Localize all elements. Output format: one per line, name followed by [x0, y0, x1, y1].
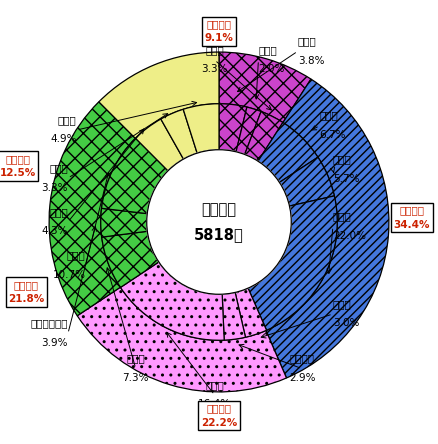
- Wedge shape: [266, 79, 389, 378]
- Text: 鹿行地域
9.1%: 鹿行地域 9.1%: [205, 20, 233, 44]
- Text: 土浦市: 土浦市: [333, 299, 352, 309]
- Wedge shape: [102, 138, 168, 214]
- Text: 笠間市: 笠間市: [49, 163, 68, 173]
- Text: 6.7%: 6.7%: [320, 130, 346, 140]
- Wedge shape: [161, 109, 197, 159]
- Text: その他: その他: [205, 380, 224, 390]
- Text: 16.4%: 16.4%: [198, 400, 231, 409]
- Wedge shape: [135, 119, 184, 171]
- Text: 4.9%: 4.9%: [50, 135, 77, 144]
- Wedge shape: [101, 208, 147, 237]
- Wedge shape: [222, 293, 245, 340]
- Wedge shape: [102, 231, 159, 287]
- Wedge shape: [258, 123, 318, 182]
- Text: 3.0%: 3.0%: [333, 318, 359, 329]
- Text: つくば市: つくば市: [290, 353, 315, 364]
- Circle shape: [147, 150, 291, 294]
- Text: 2.9%: 2.9%: [289, 373, 315, 383]
- Text: 2.0%: 2.0%: [258, 64, 285, 74]
- Wedge shape: [183, 104, 219, 153]
- Text: 日立市: 日立市: [127, 353, 145, 364]
- Text: 22.0%: 22.0%: [333, 231, 366, 241]
- Wedge shape: [248, 196, 337, 330]
- Text: 行方市: 行方市: [258, 45, 277, 55]
- Text: 県北地域
21.8%: 県北地域 21.8%: [8, 280, 44, 304]
- Wedge shape: [77, 287, 286, 392]
- Wedge shape: [99, 52, 219, 139]
- Text: 3.8%: 3.8%: [298, 56, 325, 66]
- Text: 3.9%: 3.9%: [41, 338, 68, 348]
- Wedge shape: [245, 111, 283, 161]
- Text: 県央地域
12.5%: 県央地域 12.5%: [0, 154, 35, 178]
- Wedge shape: [279, 157, 334, 206]
- Text: その他: その他: [333, 211, 352, 221]
- Wedge shape: [219, 104, 247, 152]
- Text: 神栖市: 神栖市: [205, 45, 224, 55]
- Wedge shape: [236, 107, 261, 155]
- Text: 5818所: 5818所: [194, 228, 244, 242]
- Text: 水戸市: 水戸市: [49, 207, 68, 217]
- Text: 古河市: 古河市: [320, 111, 339, 120]
- Text: その他: その他: [298, 36, 317, 46]
- Text: ひたちなか市: ひたちなか市: [30, 318, 68, 329]
- Text: 筑西市: 筑西市: [333, 154, 352, 164]
- Text: 事業所数: 事業所数: [201, 202, 237, 217]
- Text: 県西地域
34.4%: 県西地域 34.4%: [393, 206, 430, 230]
- Wedge shape: [219, 52, 311, 123]
- Text: その他: その他: [67, 250, 85, 261]
- Text: その他: その他: [58, 115, 77, 125]
- Text: 10.7%: 10.7%: [53, 270, 85, 280]
- Text: 3.3%: 3.3%: [201, 64, 228, 74]
- Text: 4.3%: 4.3%: [41, 226, 68, 236]
- Wedge shape: [120, 262, 224, 340]
- Wedge shape: [49, 102, 135, 316]
- Wedge shape: [235, 288, 267, 337]
- Text: 3.3%: 3.3%: [41, 182, 68, 193]
- Text: 7.3%: 7.3%: [123, 373, 149, 383]
- Text: 県南地域
22.2%: 県南地域 22.2%: [201, 404, 237, 428]
- Text: 5.7%: 5.7%: [333, 174, 360, 184]
